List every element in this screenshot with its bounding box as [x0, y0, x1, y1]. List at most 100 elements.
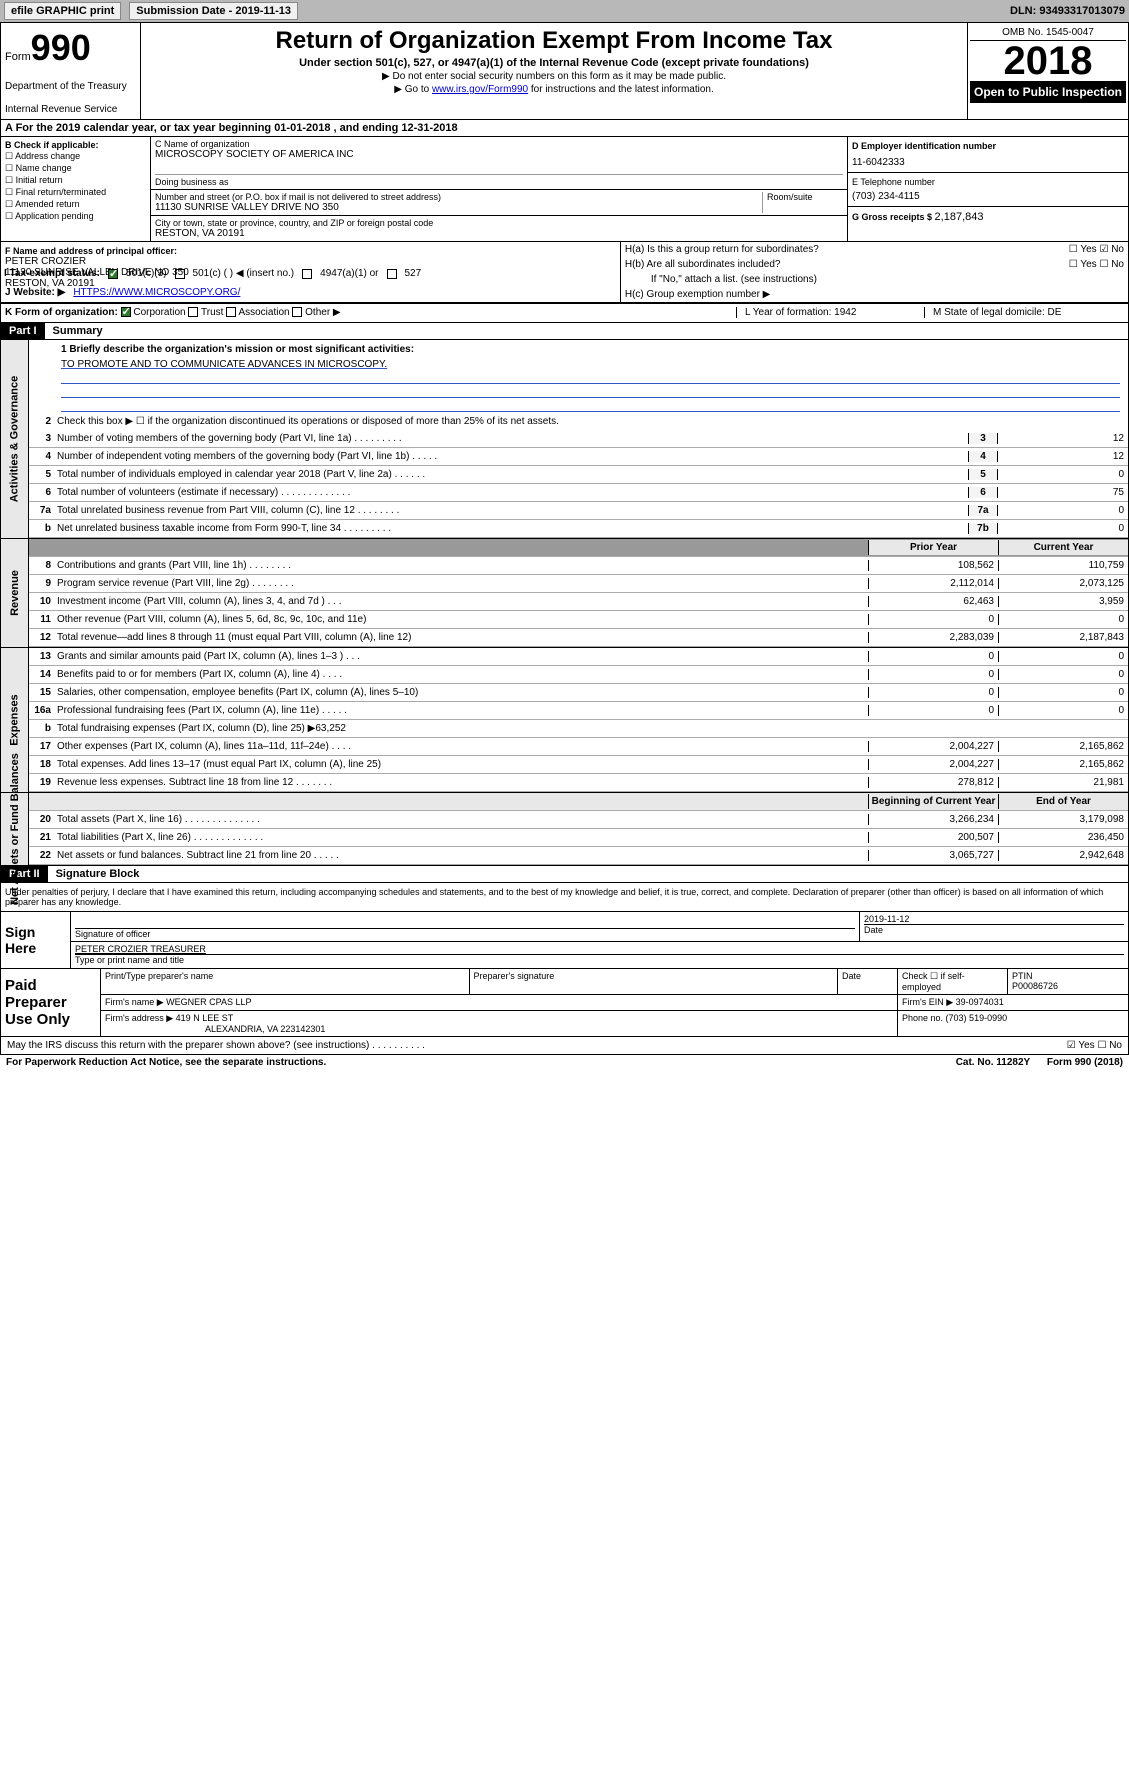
side-net-assets: Net Assets or Fund Balances — [1, 793, 29, 865]
subtitle: Under section 501(c), 527, or 4947(a)(1)… — [145, 57, 963, 69]
ck-corp[interactable] — [121, 307, 131, 317]
website-link[interactable]: HTTPS://WWW.MICROSCOPY.ORG/ — [73, 287, 240, 298]
hdr-current: Current Year — [998, 540, 1128, 555]
year-formation: L Year of formation: 1942 — [736, 307, 916, 318]
side-governance: Activities & Governance — [1, 340, 29, 538]
b-final[interactable]: ☐ Final return/terminated — [5, 187, 146, 198]
ein-box: D Employer identification number 11-6042… — [848, 137, 1128, 173]
year-cell: OMB No. 1545-0047 2018 Open to Public In… — [968, 23, 1128, 119]
gross-receipts: G Gross receipts $ 2,187,843 — [848, 207, 1128, 227]
j-label: J Website: ▶ — [5, 287, 65, 298]
line-a: A For the 2019 calendar year, or tax yea… — [0, 120, 1129, 137]
blank-line — [61, 384, 1120, 398]
b-name-change[interactable]: ☐ Name change — [5, 163, 146, 174]
k-label: K Form of organization: — [5, 307, 118, 318]
sign-here-block: Sign Here Signature of officer 2019-11-1… — [0, 912, 1129, 969]
sig-officer-lbl: Signature of officer — [75, 928, 855, 939]
ck-assoc[interactable] — [226, 307, 236, 317]
org-name: MICROSCOPY SOCIETY OF AMERICA INC — [155, 149, 843, 160]
form-ref: Form 990 (2018) — [1047, 1057, 1123, 1068]
org-name-box: C Name of organization MICROSCOPY SOCIET… — [151, 137, 847, 190]
section-b-c: B Check if applicable: ☐ Address change … — [0, 137, 1129, 242]
city-box: City or town, state or province, country… — [151, 216, 847, 241]
b-initial[interactable]: ☐ Initial return — [5, 175, 146, 186]
b-amended[interactable]: ☐ Amended return — [5, 199, 146, 210]
addr-box: Number and street (or P.O. box if mail i… — [151, 190, 847, 216]
line-1-label: 1 Briefly describe the organization's mi… — [29, 340, 1128, 355]
part-1-header: Part I Summary — [0, 323, 1129, 340]
mission: TO PROMOTE AND TO COMMUNICATE ADVANCES I… — [29, 355, 1128, 370]
pra-notice: For Paperwork Reduction Act Notice, see … — [6, 1057, 326, 1068]
ck-other[interactable] — [292, 307, 302, 317]
net-assets-section: Net Assets or Fund Balances Beginning of… — [0, 793, 1129, 866]
dln: DLN: 93493317013079 — [1010, 5, 1125, 17]
expenses-section: Expenses 13Grants and similar amounts pa… — [0, 648, 1129, 793]
dept-irs: Internal Revenue Service — [5, 104, 136, 115]
line-2: Check this box ▶ ☐ if the organization d… — [57, 414, 1128, 429]
col-deg: D Employer identification number 11-6042… — [848, 137, 1128, 241]
revenue-section: Revenue Prior YearCurrent Year 8Contribu… — [0, 539, 1129, 648]
telephone: (703) 234-4115 — [852, 191, 1124, 202]
i-label: I Tax-exempt status: — [4, 268, 100, 279]
firm-name: WEGNER CPAS LLP — [166, 997, 251, 1007]
discuss-no[interactable]: ☐ No — [1097, 1040, 1122, 1051]
hdr-prior: Prior Year — [868, 540, 998, 555]
h-box: H(a) Is this a group return for subordin… — [621, 242, 1128, 303]
main-title: Return of Organization Exempt From Incom… — [145, 27, 963, 55]
submission-date: Submission Date - 2019-11-13 — [129, 2, 298, 20]
tax-exempt-row: I Tax-exempt status: 501(c)(3) 501(c) ( … — [0, 264, 621, 283]
ck-501c3[interactable] — [108, 269, 118, 279]
sign-here-label: Sign Here — [1, 912, 71, 968]
side-revenue: Revenue — [1, 539, 29, 647]
blank-line — [61, 398, 1120, 412]
hdr-beginning: Beginning of Current Year — [868, 794, 998, 809]
h-b: H(b) Are all subordinates included? — [625, 259, 781, 270]
k-row: K Form of organization: Corporation Trus… — [0, 303, 1129, 323]
state-domicile: M State of legal domicile: DE — [924, 307, 1124, 318]
b-app-pending[interactable]: ☐ Application pending — [5, 211, 146, 222]
form-header: Form990 Department of the Treasury Inter… — [0, 22, 1129, 120]
footer: For Paperwork Reduction Act Notice, see … — [0, 1055, 1129, 1070]
instr-goto: ▶ Go to www.irs.gov/Form990 for instruct… — [145, 84, 963, 95]
form-number-cell: Form990 Department of the Treasury Inter… — [1, 23, 141, 119]
paid-preparer-label: Paid Preparer Use Only — [1, 969, 101, 1036]
irs-link[interactable]: www.irs.gov/Form990 — [432, 84, 528, 95]
hdr-end: End of Year — [998, 794, 1128, 809]
prep-date-lbl: Date — [838, 969, 898, 994]
firm-phone: (703) 519-0990 — [946, 1013, 1008, 1023]
sig-date: 2019-11-12 — [864, 914, 1124, 924]
ein: 11-6042333 — [852, 157, 1124, 168]
open-inspection: Open to Public Inspection — [970, 81, 1126, 103]
blank-line — [61, 370, 1120, 384]
prep-name-lbl: Print/Type preparer's name — [101, 969, 470, 994]
perjury-text: Under penalties of perjury, I declare th… — [0, 883, 1129, 912]
efile-label: efile GRAPHIC print — [4, 2, 121, 20]
ck-trust[interactable] — [188, 307, 198, 317]
efile-bar: efile GRAPHIC print Submission Date - 20… — [0, 0, 1129, 22]
col-c: C Name of organization MICROSCOPY SOCIET… — [151, 137, 848, 241]
ck-501c[interactable] — [175, 269, 185, 279]
governance-section: Activities & Governance 1 Briefly descri… — [0, 340, 1129, 539]
firm-ein: 39-0974031 — [956, 997, 1004, 1007]
firm-addr2: ALEXANDRIA, VA 223142301 — [205, 1024, 325, 1034]
firm-addr1: 419 N LEE ST — [176, 1013, 234, 1023]
title-cell: Return of Organization Exempt From Incom… — [141, 23, 968, 119]
h-c: H(c) Group exemption number ▶ — [621, 287, 1128, 302]
officer-printed: PETER CROZIER TREASURER — [75, 944, 1124, 954]
prep-sig-lbl: Preparer's signature — [470, 969, 839, 994]
b-addr-change[interactable]: ☐ Address change — [5, 151, 146, 162]
instr-ssn: ▶ Do not enter social security numbers o… — [145, 71, 963, 82]
self-employed[interactable]: Check ☐ if self-employed — [898, 969, 1008, 994]
discuss-row: May the IRS discuss this return with the… — [0, 1037, 1129, 1055]
ck-527[interactable] — [387, 269, 397, 279]
discuss-yes[interactable]: ☑ Yes — [1067, 1040, 1095, 1051]
form-990: 990 — [31, 27, 91, 68]
dept-treasury: Department of the Treasury — [5, 81, 136, 92]
cat-no: Cat. No. 11282Y — [956, 1057, 1030, 1068]
paid-preparer-block: Paid Preparer Use Only Print/Type prepar… — [0, 969, 1129, 1037]
part-2-header: Part II Signature Block — [0, 866, 1129, 883]
ptin: P00086726 — [1012, 981, 1124, 991]
ck-4947[interactable] — [302, 269, 312, 279]
org-address: 11130 SUNRISE VALLEY DRIVE NO 350 — [155, 202, 762, 213]
h-a: H(a) Is this a group return for subordin… — [625, 244, 819, 255]
